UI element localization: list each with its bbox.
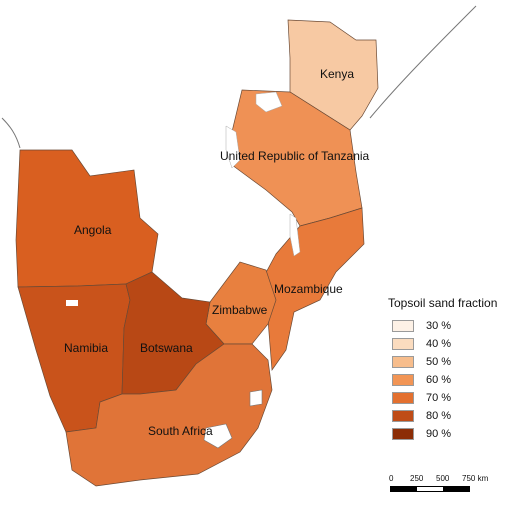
legend-label: 50 % — [426, 355, 452, 368]
legend-label: 30 % — [426, 319, 452, 332]
lake-tanganyika — [225, 125, 241, 169]
legend-title: Topsoil sand fraction — [388, 296, 498, 310]
coastline-northwest — [1, 117, 21, 149]
eswatini — [249, 389, 263, 407]
lake-victoria — [255, 91, 283, 113]
legend-swatch — [392, 373, 414, 386]
label-mozambique: Mozambique — [274, 282, 343, 296]
legend: Topsoil sand fraction 30 % 40 % 50 % 60 … — [388, 296, 506, 443]
label-angola: Angola — [74, 223, 112, 237]
scale-label-0: 0 — [389, 474, 394, 483]
country-kenya[interactable] — [287, 19, 379, 131]
legend-swatch — [392, 337, 414, 350]
scale-bar-graphic — [390, 486, 470, 492]
legend-item-40: 40 % — [388, 335, 506, 352]
legend-label: 60 % — [426, 373, 452, 386]
scale-label-250: 250 — [410, 474, 424, 483]
legend-item-60: 60 % — [388, 371, 506, 388]
lesotho — [203, 423, 233, 449]
label-kenya: Kenya — [320, 67, 354, 81]
legend-item-70: 70 % — [388, 389, 506, 406]
coastline-northeast — [369, 5, 477, 119]
country-south-africa[interactable] — [65, 343, 273, 487]
label-botswana: Botswana — [140, 341, 193, 355]
legend-item-80: 80 % — [388, 407, 506, 424]
legend-label: 70 % — [426, 391, 452, 404]
legend-item-50: 50 % — [388, 353, 506, 370]
legend-items: 30 % 40 % 50 % 60 % 70 % 80 % 90 % — [388, 317, 506, 442]
label-tanzania: United Republic of Tanzania — [220, 149, 370, 163]
label-namibia: Namibia — [64, 341, 108, 355]
pan-white-spot — [66, 300, 78, 306]
legend-swatch — [392, 391, 414, 404]
legend-swatch — [392, 427, 414, 440]
legend-label: 80 % — [426, 409, 452, 422]
legend-swatch — [392, 409, 414, 422]
scale-label-500: 500 — [436, 474, 450, 483]
legend-label: 90 % — [426, 427, 452, 440]
legend-item-30: 30 % — [388, 317, 506, 334]
label-zimbabwe: Zimbabwe — [212, 303, 268, 317]
scale-label-750: 750 km — [462, 474, 489, 483]
country-angola[interactable] — [15, 149, 159, 288]
lake-malawi — [289, 213, 301, 257]
legend-swatch — [392, 355, 414, 368]
legend-label: 40 % — [426, 337, 452, 350]
scale-bar: 0 250 500 750 km — [389, 474, 508, 498]
legend-swatch — [392, 319, 414, 332]
label-south-africa: South Africa — [148, 424, 213, 438]
legend-item-90: 90 % — [388, 425, 506, 442]
